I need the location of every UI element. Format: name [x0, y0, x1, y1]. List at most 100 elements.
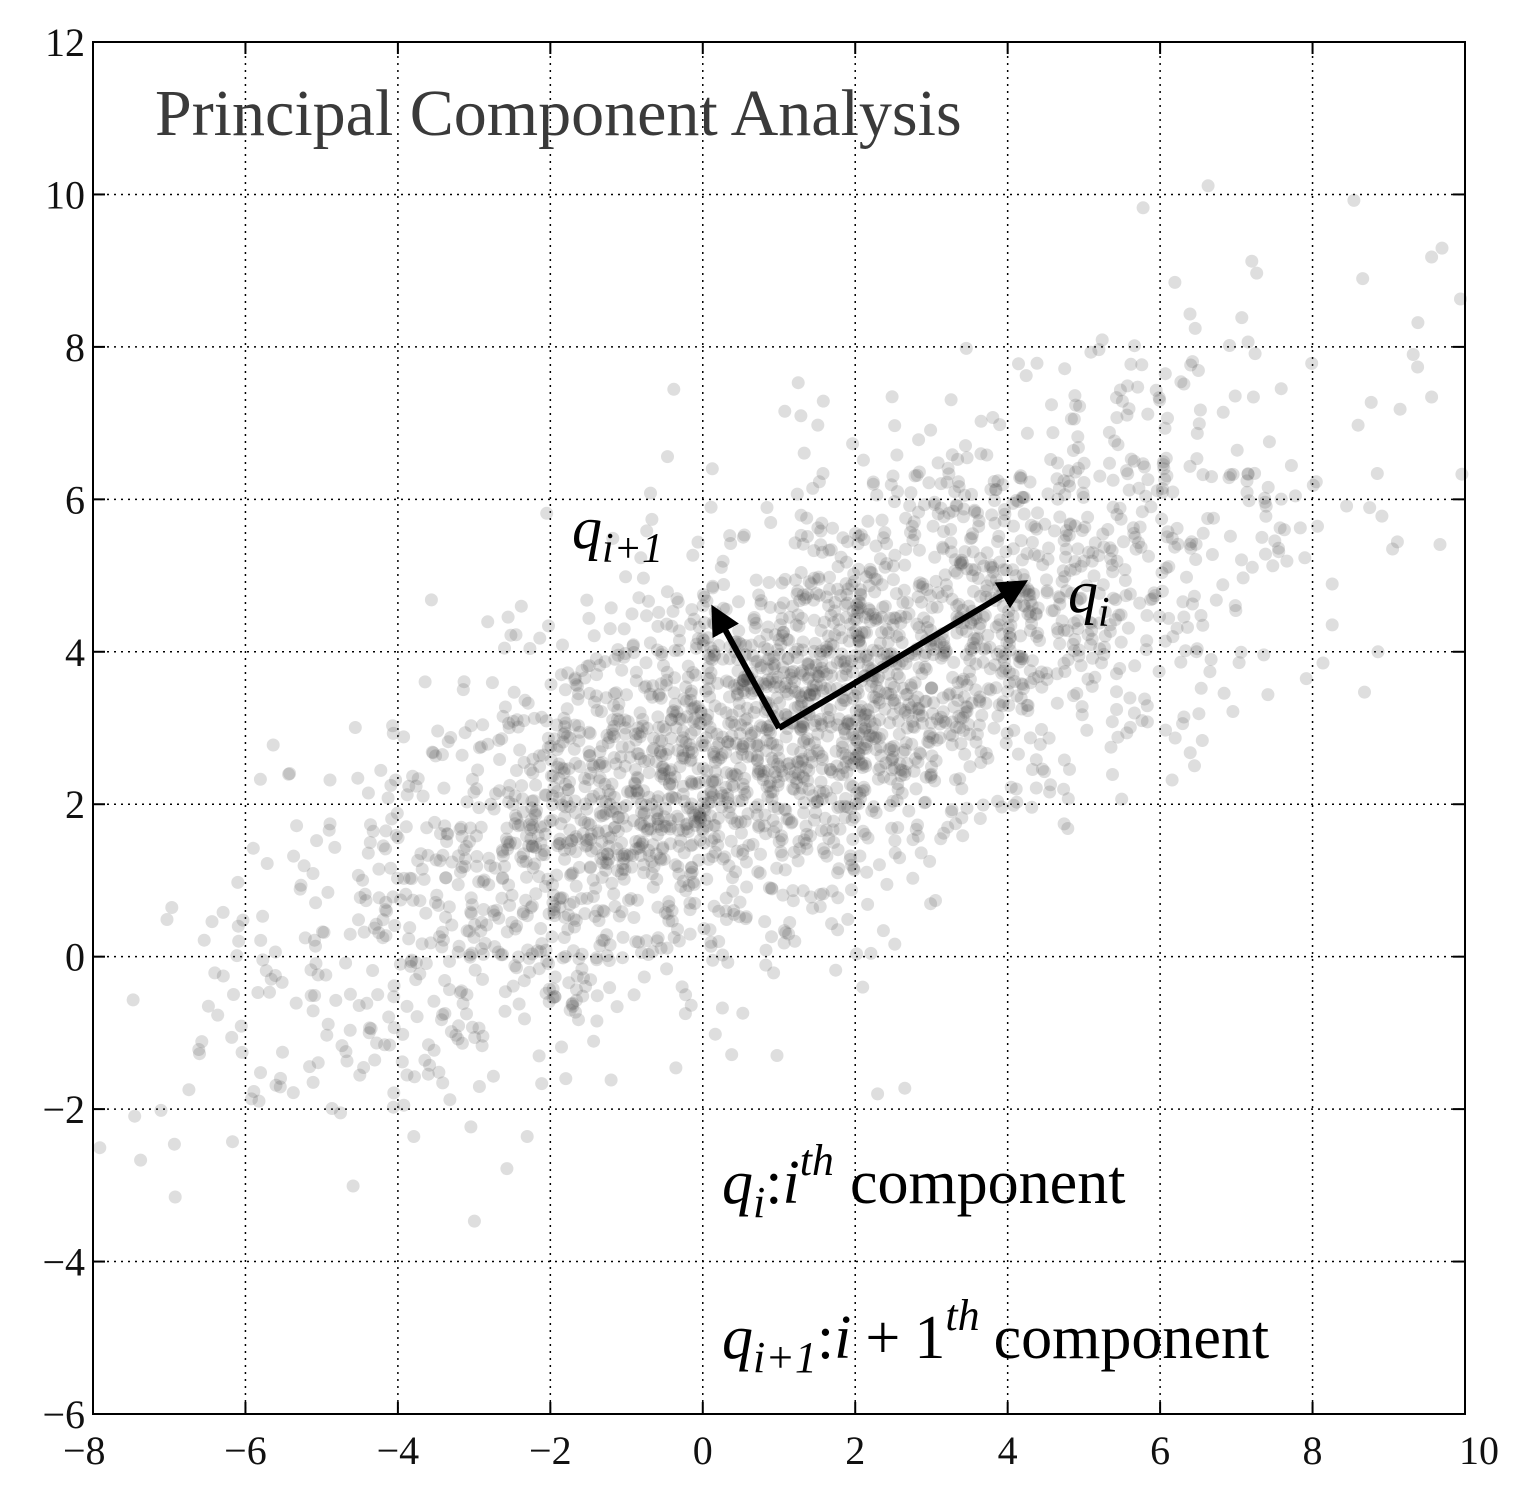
scatter-point [756, 769, 770, 783]
scatter-point [1016, 568, 1030, 582]
scatter-point [474, 924, 488, 938]
scatter-point [675, 712, 689, 726]
scatter-point [971, 631, 985, 645]
scatter-point [749, 616, 763, 630]
scatter-point [970, 727, 984, 741]
scatter-point [775, 612, 789, 626]
scatter-point [814, 644, 828, 658]
scatter-point [554, 891, 568, 905]
scatter-point [727, 779, 741, 793]
scatter-point [660, 673, 674, 687]
scatter-point [907, 720, 921, 734]
scatter-point [569, 1005, 582, 1019]
scatter-point [875, 626, 889, 640]
scatter-point [878, 599, 892, 613]
scatter-point [797, 833, 811, 847]
scatter-point [759, 827, 773, 841]
scatter-point [359, 894, 373, 908]
scatter-point [1075, 708, 1089, 722]
scatter-point [1325, 577, 1339, 591]
scatter-point [663, 777, 676, 791]
scatter-point [1015, 702, 1029, 716]
scatter-point [607, 699, 621, 713]
scatter-point [1084, 616, 1098, 630]
scatter-point [991, 709, 1005, 723]
scatter-point [1001, 684, 1015, 698]
scatter-point [725, 715, 739, 729]
scatter-point [619, 799, 633, 812]
scatter-point [942, 467, 956, 481]
scatter-point [1152, 391, 1166, 405]
scatter-point [571, 692, 585, 706]
scatter-point [925, 601, 939, 615]
scatter-point [774, 637, 788, 651]
scatter-point [967, 641, 981, 655]
scatter-point [919, 770, 933, 784]
scatter-point [853, 587, 867, 601]
scatter-point [957, 724, 970, 737]
scatter-point [885, 821, 899, 835]
scatter-point [430, 888, 444, 902]
scatter-point [887, 744, 900, 758]
scatter-point [683, 896, 697, 910]
scatter-point [1192, 707, 1206, 721]
scatter-point [996, 563, 1010, 577]
scatter-point [1142, 549, 1155, 563]
scatter-point [988, 658, 1002, 672]
scatter-point [526, 821, 540, 834]
scatter-point [1113, 501, 1127, 515]
scatter-point [947, 700, 961, 714]
scatter-point [716, 652, 730, 666]
scatter-point [996, 664, 1010, 678]
scatter-point [817, 665, 830, 679]
scatter-point [856, 824, 870, 838]
principal-component-vectors [711, 580, 1029, 731]
scatter-point [1128, 530, 1142, 544]
scatter-point [1045, 604, 1059, 618]
scatter-point [762, 881, 776, 895]
scatter-point [747, 705, 761, 719]
scatter-point [969, 735, 983, 749]
scatter-point [1123, 587, 1137, 601]
scatter-point [677, 692, 691, 706]
scatter-point [1156, 458, 1170, 472]
scatter-point [595, 835, 609, 849]
scatter-point [782, 812, 796, 826]
scatter-point [824, 637, 838, 651]
scatter-point [395, 1055, 409, 1069]
scatter-point [1085, 623, 1099, 637]
scatter-point [806, 789, 820, 803]
scatter-point [411, 772, 425, 786]
scatter-point [861, 831, 875, 845]
scatter-point [942, 688, 955, 702]
scatter-point [672, 867, 686, 881]
scatter-point [694, 704, 708, 718]
scatter-point [918, 660, 932, 674]
y-tick-label-0: −6 [42, 1392, 85, 1437]
scatter-point [1061, 624, 1075, 638]
scatter-point [782, 633, 796, 647]
scatter-point [545, 798, 559, 812]
scatter-point [387, 979, 401, 993]
scatter-point [640, 524, 654, 538]
scatter-point [708, 845, 722, 859]
x-tick-label-4: 0 [693, 1428, 713, 1473]
scatter-point [167, 1137, 181, 1151]
scatter-point [967, 584, 981, 598]
scatter-point [424, 936, 438, 950]
annotation-2-colon: : [817, 1304, 834, 1372]
scatter-point [414, 847, 428, 861]
scatter-point [750, 654, 764, 668]
scatter-point [578, 815, 592, 829]
scatter-point [1057, 817, 1071, 831]
scatter-point [629, 733, 643, 747]
scatter-point [526, 840, 539, 854]
scatter-point [1001, 610, 1015, 624]
scatter-point [996, 650, 1009, 664]
scatter-point [1241, 467, 1255, 481]
scatter-point [460, 924, 474, 938]
scatter-point [748, 725, 762, 739]
scatter-point [557, 766, 571, 780]
scatter-point [1000, 635, 1014, 649]
